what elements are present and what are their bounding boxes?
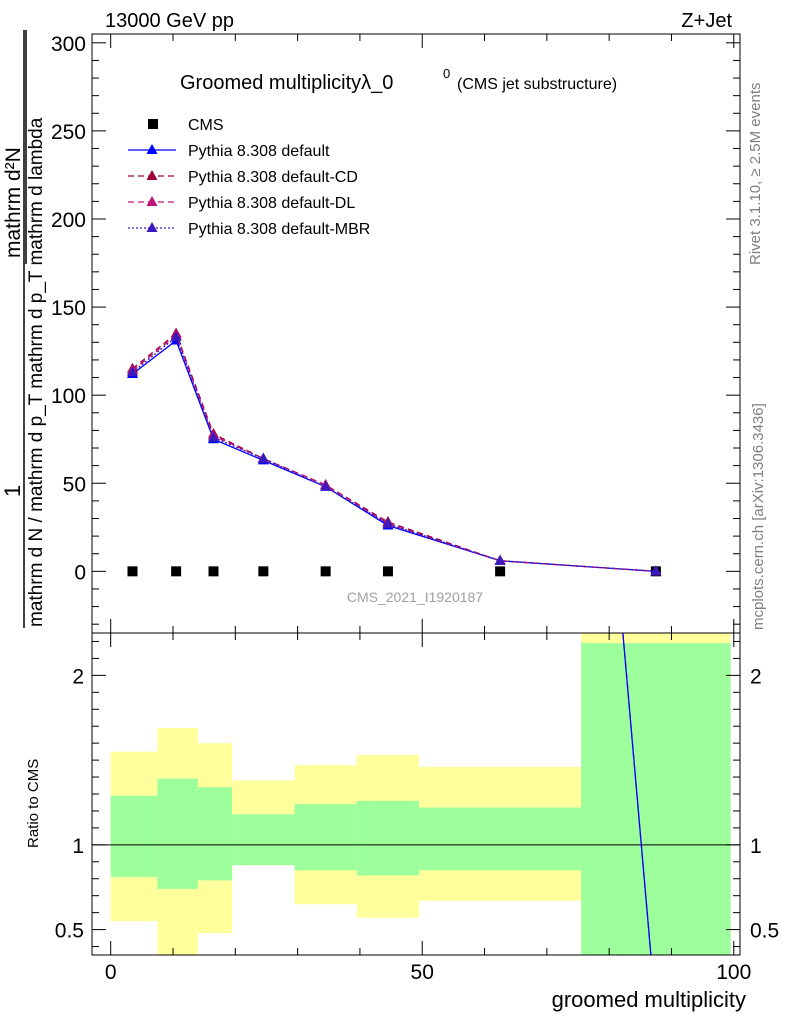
y-label-denominator: mathrm d N / mathrm d p_T mathrm d p_T m…: [26, 117, 47, 627]
ratio-green-band: [419, 807, 582, 871]
ratio-green-band: [356, 800, 420, 876]
beam-label: 13000 GeV pp: [105, 10, 234, 32]
y-label-top: 1: [0, 485, 25, 497]
chart-title-sup: 0: [443, 66, 450, 81]
ratio-panel: 0.5 0.5 1 1 2 2 0 50 100: [55, 632, 779, 984]
series-line-3: [132, 334, 656, 572]
legend-marker-2: [146, 170, 158, 180]
cms-data-point: [171, 566, 182, 577]
cms-data-point: [320, 566, 331, 577]
series-marker-4: [320, 480, 332, 491]
legend-marker-cms: [148, 119, 158, 129]
series-marker-4: [494, 554, 506, 565]
y-tick-label: 0: [74, 561, 86, 584]
cms-data-point: [495, 566, 506, 577]
series-marker-4: [208, 431, 219, 442]
y-tick-label: 150: [51, 297, 86, 320]
series-marker-4: [650, 565, 662, 576]
ratio-y-label: Ratio to CMS: [25, 759, 42, 848]
watermark: CMS_2021_I1920187: [347, 589, 483, 605]
ratio-green-band: [157, 778, 198, 889]
series-line-1: [132, 339, 656, 572]
ratio-y-tick-label-right: 0.5: [750, 920, 779, 943]
x-tick-label: 50: [411, 961, 434, 984]
legend: CMS Pythia 8.308 default Pythia 8.308 defa…: [128, 117, 370, 238]
main-panel: 0 50 100 150 200 250 300 Groomed multiplicityλ…: [51, 33, 741, 634]
ratio-y-tick-label-right: 1: [750, 835, 762, 858]
ratio-y-tick-label-right: 2: [750, 665, 762, 688]
y-tick-label: 250: [51, 121, 86, 144]
ratio-green-band: [232, 814, 295, 866]
mcplots-info: mcplots.cern.ch [arXiv:1306.3436]: [750, 403, 767, 630]
cms-data-point: [127, 566, 138, 577]
ratio-y-tick-label: 0.5: [55, 920, 84, 943]
series-marker-4: [127, 366, 138, 377]
ratio-green-band: [110, 795, 158, 878]
legend-entry-label: Pythia 8.308 default: [188, 143, 330, 160]
chart-title: Groomed multiplicityλ_0: [180, 72, 393, 94]
legend-entry-label: Pythia 8.308 default-DL: [188, 195, 355, 212]
legend-entry-label: CMS: [188, 117, 224, 134]
cms-data-point: [208, 566, 219, 577]
ratio-green-band: [294, 804, 357, 871]
chart-subtitle: (CMS jet substructure): [457, 76, 617, 93]
series-marker-4: [257, 452, 269, 463]
y-tick-label: 50: [63, 473, 86, 496]
process-label: Z+Jet: [681, 10, 732, 32]
series-marker-4: [382, 517, 394, 528]
y-tick-label: 200: [51, 209, 86, 232]
y-label-numerator: mathrm d²N: [2, 147, 25, 258]
ratio-green-band: [581, 643, 731, 955]
ratio-line-default: [622, 632, 652, 956]
series-line-2: [132, 332, 656, 572]
series-line-4: [132, 335, 656, 572]
rivet-info: Rivet 3.1.10, ≥ 2.5M events: [747, 83, 764, 266]
x-tick-label: 0: [105, 961, 117, 984]
x-tick-label: 100: [716, 961, 751, 984]
y-axis-label: 1 mathrm d²N mathrm d N / mathrm d p_T m…: [0, 30, 47, 628]
cms-data-point: [382, 566, 393, 577]
ratio-y-tick-label: 2: [72, 665, 84, 688]
y-tick-label: 300: [51, 33, 86, 56]
y-tick-label: 100: [51, 385, 86, 408]
ratio-y-tick-label: 1: [72, 835, 84, 858]
ratio-green-band: [197, 787, 233, 881]
cms-data-point: [258, 566, 269, 577]
legend-marker-3: [146, 196, 158, 206]
legend-marker-1: [146, 144, 158, 154]
legend-marker-4: [146, 222, 158, 232]
legend-entry-label: Pythia 8.308 default-CD: [188, 169, 358, 186]
x-axis-label: groomed multiplicity: [552, 987, 746, 1012]
legend-entry-label: Pythia 8.308 default-MBR: [188, 221, 370, 238]
series-marker-4: [170, 331, 182, 342]
